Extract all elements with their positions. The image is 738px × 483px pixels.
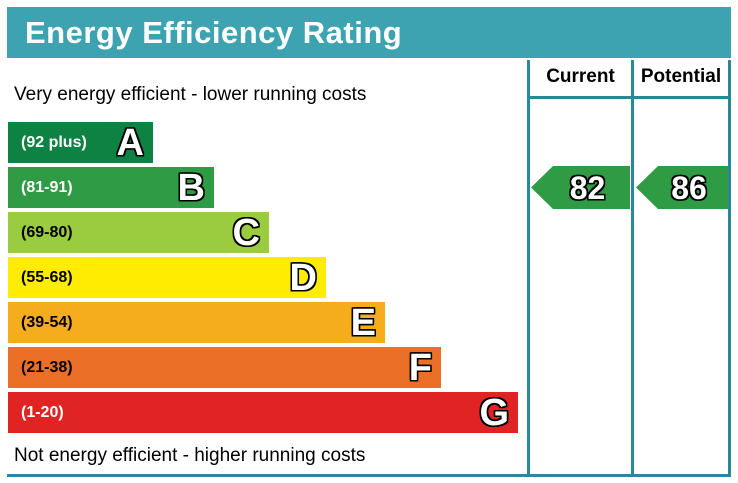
band-range-label: (21-38) — [21, 358, 73, 376]
current-column-header: Current — [546, 66, 615, 87]
band-bar-d: (55-68) D — [8, 257, 326, 298]
band-range-label: (81-91) — [21, 178, 73, 196]
band-letter: F — [408, 346, 432, 389]
band-row-c: (69-80) C — [8, 212, 518, 253]
table-border-middle — [631, 60, 634, 477]
caption-not-efficient: Not energy efficient - higher running co… — [14, 445, 366, 466]
band-range-label: (92 plus) — [21, 133, 87, 151]
current-rating-value: 82 — [569, 169, 606, 206]
band-range-label: (55-68) — [21, 268, 73, 286]
band-row-g: (1-20) G — [8, 392, 518, 433]
header-underline — [527, 96, 731, 99]
band-bar-g: (1-20) G — [8, 392, 518, 433]
band-bar-f: (21-38) F — [8, 347, 441, 388]
band-letter: G — [479, 391, 509, 434]
band-row-b: (81-91) B — [8, 167, 518, 208]
band-range-label: (39-54) — [21, 313, 73, 331]
table-border-left — [527, 60, 530, 477]
band-bar-e: (39-54) E — [8, 302, 385, 343]
band-range-label: (69-80) — [21, 223, 73, 241]
band-row-d: (55-68) D — [8, 257, 518, 298]
band-row-a: (92 plus) A — [8, 122, 518, 163]
potential-rating-arrow: 86 — [636, 166, 728, 209]
band-bar-b: (81-91) B — [8, 167, 214, 208]
band-letter: E — [350, 301, 376, 344]
band-row-e: (39-54) E — [8, 302, 518, 343]
band-letter: A — [116, 121, 144, 164]
band-bar-a: (92 plus) A — [8, 122, 153, 163]
band-letter: C — [232, 211, 260, 254]
band-range-label: (1-20) — [21, 403, 64, 421]
band-row-f: (21-38) F — [8, 347, 518, 388]
band-letter: B — [177, 166, 205, 209]
band-letter: D — [289, 256, 317, 299]
bottom-border — [7, 474, 731, 477]
rating-bands: (92 plus) A (81-91) B (69-80) C (55-68) … — [8, 122, 518, 437]
current-rating-arrow: 82 — [531, 166, 630, 209]
caption-very-efficient: Very energy efficient - lower running co… — [14, 84, 367, 105]
band-bar-c: (69-80) C — [8, 212, 269, 253]
potential-column-header: Potential — [640, 66, 722, 87]
potential-rating-value: 86 — [671, 169, 707, 206]
table-border-right — [728, 60, 731, 477]
page-title: Energy Efficiency Rating — [7, 7, 731, 58]
